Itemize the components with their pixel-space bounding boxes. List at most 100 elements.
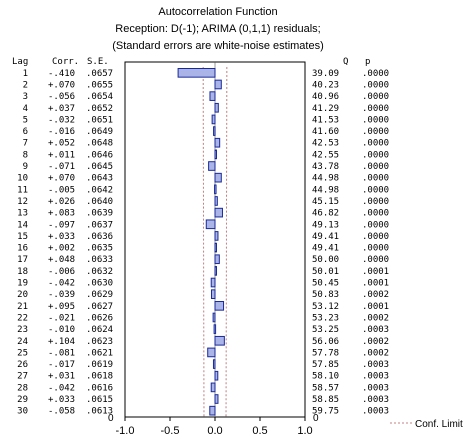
p-value: .0002 [362, 290, 389, 300]
p-value: .0000 [362, 150, 389, 160]
q-value: 50.00 [312, 255, 339, 265]
corr-value: +.033 [48, 395, 75, 405]
header-p: p [365, 57, 370, 67]
acf-bar [214, 394, 219, 404]
lag-label: 13 [17, 209, 28, 219]
corr-value: +.037 [48, 104, 75, 114]
p-value: .0003 [362, 360, 389, 370]
x-tick-label: -0.5 [161, 425, 180, 437]
acf-bar [214, 242, 217, 253]
se-value: .0630 [86, 279, 113, 289]
acf-bar [210, 289, 216, 300]
lag-label: 29 [17, 395, 28, 405]
se-value: .0642 [86, 185, 113, 195]
se-value: .0632 [86, 267, 113, 277]
corr-value: -.006 [48, 267, 75, 277]
acf-bar [177, 68, 216, 78]
se-value: .0635 [86, 244, 113, 254]
se-value: .0649 [86, 127, 113, 137]
q-value: 41.53 [312, 115, 339, 125]
p-value: .0001 [362, 267, 389, 277]
conf-limit-upper [225, 67, 228, 417]
q-value: 53.12 [312, 302, 339, 312]
x-tick-label: 1.0 [297, 425, 312, 437]
corr-value: -.081 [48, 348, 75, 358]
se-value: .0657 [86, 69, 113, 79]
acf-bar [214, 301, 225, 311]
p-value: .0000 [362, 115, 389, 125]
corr-value: +.048 [48, 255, 75, 265]
q-value: 50.45 [312, 279, 339, 289]
lag-label: 28 [17, 383, 28, 393]
q-value: 59.75 [312, 407, 339, 417]
acf-bar [205, 219, 216, 230]
lag-label: 24 [17, 337, 28, 347]
axis-end-label: 0 [313, 413, 319, 424]
p-value: .0002 [362, 348, 389, 358]
lag-label: 2 [23, 80, 28, 90]
acf-bar [214, 196, 218, 206]
header-lag: Lag [12, 57, 28, 67]
chart-subtitle: Reception: D(-1); ARIMA (0,1,1) residual… [115, 23, 321, 35]
lag-label: 11 [17, 185, 28, 195]
corr-value: +.104 [48, 337, 75, 347]
se-value: .0623 [86, 337, 113, 347]
se-value: .0637 [86, 220, 113, 230]
lag-label: 26 [17, 360, 28, 370]
lag-label: 1 [23, 69, 28, 79]
acf-bar [214, 370, 219, 381]
se-value: .0645 [86, 162, 113, 172]
corr-value: +.011 [48, 150, 75, 160]
corr-value: -.021 [48, 313, 75, 323]
p-value: .0000 [362, 162, 389, 172]
p-value: .0000 [362, 255, 389, 265]
acf-bar [212, 312, 216, 323]
corr-value: -.071 [48, 162, 75, 172]
q-value: 40.23 [312, 80, 339, 90]
lag-label: 20 [17, 290, 28, 300]
lag-label: 17 [17, 255, 28, 265]
lag-label: 7 [23, 139, 28, 149]
lag-label: 10 [17, 174, 28, 184]
acf-bar [214, 254, 220, 265]
acf-bar [210, 382, 216, 393]
q-value: 41.29 [312, 104, 339, 114]
q-value: 44.98 [312, 174, 339, 184]
q-value: 57.78 [312, 348, 339, 358]
lag-label: 21 [17, 302, 28, 312]
lag-label: 22 [17, 313, 28, 323]
corr-value: +.052 [48, 139, 75, 149]
q-value: 42.55 [312, 150, 339, 160]
p-value: .0000 [362, 232, 389, 242]
acf-bar [207, 347, 216, 358]
p-value: .0003 [362, 383, 389, 393]
se-value: .0621 [86, 348, 113, 358]
lag-label: 5 [23, 115, 28, 125]
acf-bar [209, 405, 216, 416]
axis-end-label: 0 [108, 413, 114, 424]
corr-value: -.010 [48, 325, 75, 335]
lag-label: 8 [23, 150, 28, 160]
p-value: .0003 [362, 395, 389, 405]
acf-bar [214, 102, 219, 113]
se-value: .0624 [86, 325, 113, 335]
header-se: S.E. [87, 57, 109, 67]
p-value: .0003 [362, 407, 389, 417]
corr-value: -.042 [48, 383, 75, 393]
corr-value: -.058 [48, 407, 75, 417]
x-tick-label: -1.0 [116, 425, 135, 437]
lag-label: 14 [17, 220, 28, 230]
se-value: .0618 [86, 372, 113, 382]
corr-value: -.005 [48, 185, 75, 195]
lag-label: 16 [17, 244, 28, 254]
q-value: 50.83 [312, 290, 339, 300]
p-value: .0003 [362, 325, 389, 335]
acf-bar [209, 91, 216, 101]
p-value: .0000 [362, 69, 389, 79]
q-value: 56.06 [312, 337, 339, 347]
q-value: 41.60 [312, 127, 339, 137]
q-value: 44.98 [312, 185, 339, 195]
lag-label: 4 [23, 104, 28, 114]
se-value: .0652 [86, 104, 113, 114]
q-value: 53.23 [312, 313, 339, 323]
